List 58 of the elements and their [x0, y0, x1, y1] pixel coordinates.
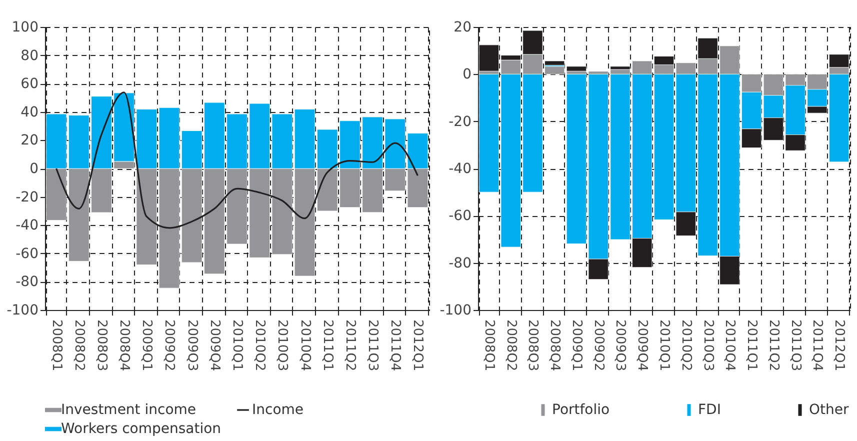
x-tick-label: 2009Q2 [590, 320, 606, 372]
x-tick-label: 2011Q2 [766, 320, 781, 372]
x-tick-label: 2011Q3 [788, 320, 803, 372]
x-tick-label: 2008Q2 [503, 320, 518, 372]
x-tick-label: 2009Q4 [634, 320, 650, 372]
x-tick-label: 2009Q3 [612, 320, 628, 372]
x-tick-label: 2010Q4 [297, 320, 312, 372]
x-tick-label: 2012Q1 [410, 320, 426, 372]
x-tick-label: 2011Q1 [744, 320, 760, 372]
x-tick-label: 2011Q4 [810, 320, 825, 372]
x-tick-label: 2008Q3 [94, 320, 109, 372]
x-tick-label: 2011Q1 [320, 320, 335, 372]
legend-label: FDI [698, 402, 721, 418]
y-tick-label: 40 [20, 104, 38, 120]
x-tick-label: 2010Q3 [700, 320, 716, 372]
x-tick-label: 2008Q4 [547, 320, 562, 372]
x-tick-label: 2011Q2 [342, 320, 358, 372]
x-tick-label: 2009Q2 [162, 320, 177, 372]
y-tick-label: 80 [20, 48, 38, 64]
legend-label: Income [252, 402, 304, 418]
x-tick-label: 2012Q1 [832, 320, 847, 372]
y-tick-label: -80 [16, 274, 38, 290]
y-tick-label: -80 [448, 255, 472, 272]
y-tick-label: -40 [16, 218, 38, 234]
x-tick-label: 2008Q1 [481, 320, 496, 372]
x-tick-label: 2010Q4 [722, 320, 738, 372]
x-tick-label: 2009Q3 [184, 320, 200, 372]
x-tick-label: 2008Q3 [525, 320, 540, 372]
y-tick-label: 60 [20, 76, 38, 92]
x-tick-label: 2010Q1 [230, 320, 244, 372]
x-tick-label: 2010Q2 [678, 320, 694, 372]
legend-label: Portfolio [552, 402, 610, 418]
y-tick-label: -100 [440, 302, 472, 318]
y-tick-label: -60 [16, 246, 38, 262]
y-tick-label: -20 [448, 114, 472, 130]
y-tick-label: 0 [30, 161, 38, 177]
x-tick-label: 2011Q4 [388, 320, 403, 372]
x-tick-label: 2008Q1 [48, 320, 64, 372]
x-tick-label: 2009Q4 [206, 320, 222, 372]
y-tick-label: -40 [448, 161, 472, 177]
y-tick-label: 20 [454, 20, 472, 36]
x-tick-label: 2010Q1 [656, 320, 672, 372]
legend-label: Investment income [61, 402, 196, 418]
x-tick-label: 2008Q4 [116, 320, 132, 372]
legend-label: Workers compensation [61, 421, 222, 437]
x-tick-label: 2010Q2 [252, 320, 268, 372]
x-tick-label: 2011Q3 [365, 320, 380, 372]
y-tick-label: -60 [448, 208, 472, 224]
x-tick-label: 2009Q1 [568, 320, 584, 372]
x-tick-label: 2008Q2 [71, 320, 86, 372]
y-tick-label: -100 [6, 302, 38, 318]
y-tick-label: -20 [16, 189, 38, 206]
y-tick-label: 0 [462, 66, 472, 83]
legend-label: Other [809, 402, 849, 418]
y-tick-label: 100 [12, 20, 38, 36]
x-tick-label: 2009Q1 [139, 320, 154, 372]
x-tick-label: 2010Q3 [274, 320, 290, 372]
y-tick-label: 20 [20, 132, 38, 149]
